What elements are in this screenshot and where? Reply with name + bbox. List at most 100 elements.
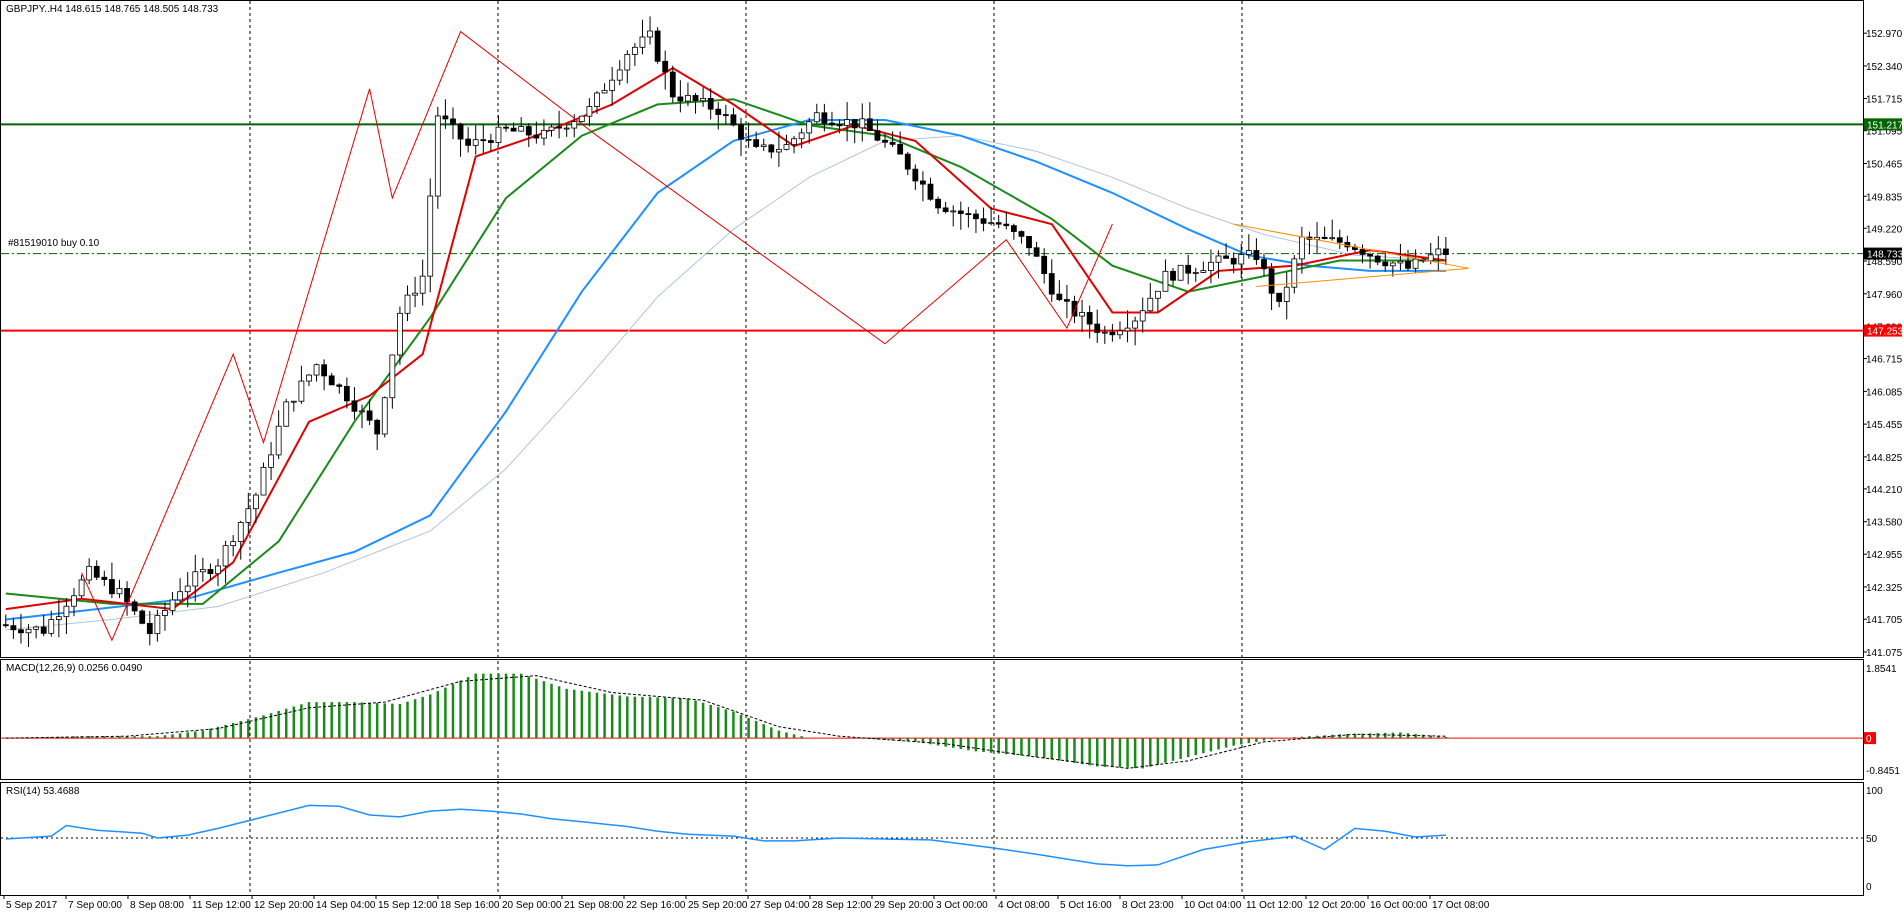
candle-body — [700, 98, 707, 102]
rsi-panel[interactable]: 100 50 0 RSI(14) 53.4688 — [0, 782, 1884, 896]
x-tick-label: 29 Sep 20:00 — [874, 900, 934, 911]
vertical-gridlines — [249, 1, 1243, 895]
x-tick-label: 8 Sep 08:00 — [130, 900, 184, 911]
horizontal-lines — [1, 123, 1863, 332]
macd-histogram — [1, 673, 1863, 769]
candle-body — [844, 119, 851, 126]
candle-body — [995, 222, 1002, 225]
moving-averages — [5, 66, 1447, 631]
time-axis[interactable]: 5 Sep 2017 7 Sep 00:00 8 Sep 08:00 11 Sep 1… — [3, 895, 1490, 911]
price-tick-label: 141.705 — [1866, 615, 1903, 626]
candle-body — [487, 140, 494, 143]
candle-body — [1374, 255, 1381, 263]
ma-slowest-line — [5, 135, 1446, 631]
candle-body — [1124, 327, 1131, 332]
price-tick-label: 145.455 — [1866, 420, 1903, 431]
candle-body — [1215, 255, 1222, 263]
candle-body — [321, 364, 328, 377]
candle-body — [1245, 250, 1252, 255]
macd-panel[interactable]: 1.8541 0 -0.8451 MACD(12,26,9) 0.0256 0.04… — [0, 659, 1901, 780]
candle-body — [866, 118, 873, 131]
candle-body — [889, 141, 896, 145]
candle-body — [48, 619, 55, 634]
x-tick-label: 25 Sep 20:00 — [688, 900, 748, 911]
price-tick-label: 149.835 — [1866, 192, 1903, 203]
price-tag — [1864, 118, 1902, 131]
price-tick-label: 152.340 — [1866, 62, 1903, 73]
candle-body — [533, 134, 540, 139]
price-panel[interactable]: 152.970 152.340 151.715 151.095 150.465 149.8… — [0, 0, 1904, 660]
ma-slow-line — [5, 119, 1446, 621]
candle-body — [116, 588, 123, 595]
candle-body — [442, 115, 449, 120]
price-axis[interactable]: 152.970 152.340 151.715 151.095 150.465 149.8… — [1863, 29, 1904, 659]
candle-body — [86, 565, 93, 581]
candle-body — [1298, 236, 1305, 260]
candle-body — [1003, 223, 1010, 227]
candle-body — [124, 588, 130, 603]
chart-title: GBPJPY..H4 148.615 148.765 148.505 148.7… — [6, 4, 219, 15]
candle-body — [177, 591, 184, 601]
candle-body — [768, 144, 775, 153]
candle-body — [556, 126, 562, 129]
candle-body — [290, 400, 297, 403]
x-tick-label: 5 Oct 16:00 — [1060, 900, 1112, 911]
candle-body — [25, 628, 32, 634]
candle-body — [957, 210, 964, 214]
candle-body — [662, 60, 669, 73]
candle-body — [616, 69, 623, 81]
candle-body — [253, 494, 259, 510]
candle-body — [1117, 330, 1123, 336]
candle-body — [222, 545, 229, 567]
candle-body — [199, 569, 206, 573]
candle-body — [882, 139, 888, 143]
zigzag-line — [81, 30, 1113, 642]
price-tick-label: 142.325 — [1866, 583, 1903, 594]
candle-body — [760, 144, 767, 147]
candle-body — [1139, 310, 1146, 322]
candle-body — [343, 385, 350, 402]
candle-body — [109, 579, 115, 595]
candle-body — [525, 126, 532, 136]
candle-body — [1064, 299, 1070, 302]
x-tick-label: 8 Oct 23:00 — [1122, 900, 1174, 911]
candle-body — [63, 605, 70, 618]
candle-body — [495, 126, 502, 143]
x-tick-label: 5 Sep 2017 — [6, 900, 58, 911]
candle-body — [647, 30, 653, 38]
x-tick-label: 15 Sep 12:00 — [378, 900, 438, 911]
rsi-value-line — [5, 804, 1446, 867]
candle-body — [624, 54, 631, 71]
candle-body — [829, 122, 835, 126]
candle-body — [1382, 261, 1389, 267]
candle-body — [677, 96, 684, 102]
price-tag-label: 147.253 — [1867, 327, 1904, 338]
candle-body — [359, 410, 365, 413]
candle-body — [162, 610, 168, 616]
x-tick-label: 11 Oct 12:00 — [1246, 900, 1303, 911]
candle-body — [730, 114, 737, 126]
x-tick-label: 12 Sep 20:00 — [254, 900, 314, 911]
candle-body — [268, 454, 274, 468]
candle-body — [33, 626, 40, 630]
candle-body — [904, 153, 911, 170]
candle-body — [351, 400, 358, 412]
x-tick-label: 18 Sep 16:00 — [440, 900, 500, 911]
candle-body — [1253, 250, 1260, 260]
candle-body — [1230, 257, 1237, 265]
candle-body — [563, 127, 570, 130]
candle-body — [1405, 260, 1411, 269]
price-tag-label: 148.733 — [1867, 250, 1904, 261]
order-label: #81519010 buy 0.10 — [8, 238, 100, 249]
candle-body — [450, 118, 456, 125]
candle-body — [1442, 248, 1449, 256]
candle-body — [1200, 270, 1207, 273]
rsi-label: RSI(14) 53.4688 — [6, 786, 80, 797]
candle-body — [988, 222, 995, 225]
candle-body — [397, 312, 403, 356]
candle-body — [1086, 312, 1093, 325]
candle-body — [366, 410, 373, 421]
candle-body — [1056, 293, 1063, 300]
candle-body — [1154, 290, 1161, 299]
